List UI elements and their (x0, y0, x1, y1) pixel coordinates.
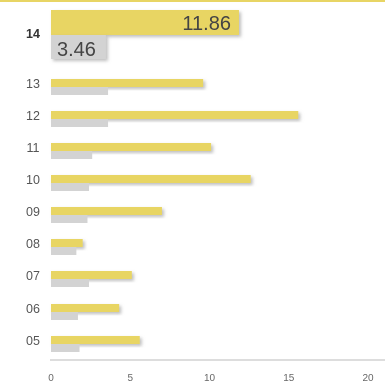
highlight-labels: 11.86 3.46 (57, 13, 231, 61)
category-label-14: 14 (26, 27, 40, 41)
x-axis-ticks: 0 5 10 15 20 (48, 373, 374, 382)
category-label-07: 07 (26, 269, 40, 283)
x-tick-label-15: 15 (283, 373, 295, 382)
bar-09-series-2 (51, 215, 88, 223)
bar-14-series-1 (51, 10, 239, 35)
value-label-series-1: 11.86 (182, 13, 231, 35)
x-tick-label-10: 10 (204, 373, 216, 382)
bar-13-series-1 (51, 79, 204, 87)
bar-07-series-2 (51, 279, 90, 287)
category-label-05: 05 (26, 334, 40, 348)
x-tick-label-0: 0 (48, 373, 54, 382)
bar-12-series-1 (51, 111, 299, 119)
category-labels: 05 06 07 08 09 10 11 12 13 14 (26, 27, 40, 348)
category-label-12: 12 (26, 109, 40, 123)
bar-10-series-1 (51, 175, 251, 183)
bar-12-series-2 (51, 119, 109, 127)
bar-11-series-2 (51, 151, 93, 159)
x-tick-label-20: 20 (362, 373, 374, 382)
bar-05-series-1 (51, 336, 140, 344)
category-label-10: 10 (26, 173, 40, 187)
bar-10-series-2 (51, 183, 90, 191)
bar-13-series-2 (51, 87, 109, 95)
category-label-06: 06 (26, 302, 40, 316)
x-tick-label-5: 5 (127, 373, 133, 382)
bar-09-series-1 (51, 207, 162, 215)
bar-06-series-2 (51, 312, 78, 320)
category-label-08: 08 (26, 237, 40, 251)
bar-14-series-2 (51, 35, 106, 59)
bar-05-series-2 (51, 344, 80, 352)
category-label-13: 13 (26, 77, 40, 91)
bar-06-series-1 (51, 304, 120, 312)
bar-08-series-1 (51, 239, 83, 247)
bar-08-series-2 (51, 247, 77, 255)
bars-group (51, 10, 299, 352)
bar-07-series-1 (51, 271, 132, 279)
value-label-series-2: 3.46 (57, 39, 96, 61)
category-label-09: 09 (26, 205, 40, 219)
bar-11-series-1 (51, 143, 212, 151)
category-label-11: 11 (27, 141, 40, 155)
